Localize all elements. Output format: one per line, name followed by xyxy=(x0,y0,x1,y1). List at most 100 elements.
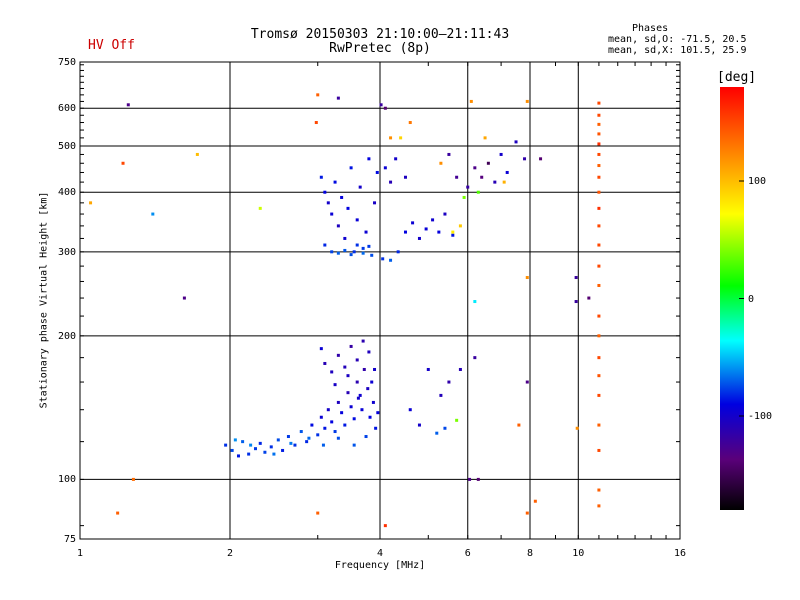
data-point xyxy=(241,440,245,444)
x-tick-label: 4 xyxy=(376,548,384,559)
data-point xyxy=(368,415,372,419)
data-point xyxy=(597,448,601,452)
data-point xyxy=(435,431,439,435)
data-point xyxy=(286,435,290,439)
data-point xyxy=(370,253,374,257)
data-point xyxy=(310,423,314,427)
data-point xyxy=(126,103,130,107)
data-point xyxy=(597,206,601,210)
data-point xyxy=(403,230,407,234)
data-point xyxy=(597,314,601,318)
data-point xyxy=(480,175,484,179)
data-point xyxy=(299,430,303,434)
data-point xyxy=(381,257,385,261)
data-point xyxy=(263,450,267,454)
data-point xyxy=(349,405,353,409)
data-point xyxy=(323,243,327,247)
data-point xyxy=(597,423,601,427)
data-point xyxy=(493,180,497,184)
data-point xyxy=(597,504,601,508)
data-point xyxy=(330,370,334,374)
data-point xyxy=(424,227,428,231)
data-point xyxy=(597,113,601,117)
data-point xyxy=(587,296,591,300)
data-point xyxy=(258,206,262,210)
x-tick-label: 2 xyxy=(226,548,234,559)
data-point xyxy=(195,152,199,156)
data-point xyxy=(383,524,387,528)
data-point xyxy=(355,380,359,384)
y-tick-label: 100 xyxy=(57,474,76,486)
data-point xyxy=(233,438,237,442)
data-point xyxy=(525,380,529,384)
data-point xyxy=(373,367,377,371)
data-point xyxy=(333,430,337,434)
data-point xyxy=(340,411,344,415)
data-point xyxy=(473,356,477,360)
data-point xyxy=(121,161,125,165)
data-point xyxy=(473,300,477,304)
data-point xyxy=(316,511,320,515)
data-point xyxy=(230,448,234,452)
data-point xyxy=(326,201,330,205)
x-tick-label: 16 xyxy=(673,548,687,559)
data-point xyxy=(469,99,473,103)
data-point xyxy=(597,374,601,378)
colorbar-unit-label: [deg] xyxy=(717,70,757,85)
data-point xyxy=(574,276,578,280)
colorbar-tick-label: 100 xyxy=(748,176,767,187)
data-point xyxy=(131,477,135,481)
data-point xyxy=(355,243,359,247)
data-point xyxy=(502,180,506,184)
x-tick-label: 6 xyxy=(464,548,471,559)
data-point xyxy=(330,212,334,216)
data-point xyxy=(525,99,529,103)
data-point xyxy=(272,452,276,456)
data-point xyxy=(525,511,529,515)
data-point xyxy=(486,161,490,165)
y-tick-label: 600 xyxy=(57,103,76,115)
phases-x-mode: mean, sd,X: 101.5, 25.9 xyxy=(608,45,747,56)
y-tick-label: 500 xyxy=(57,140,76,152)
data-point xyxy=(375,170,379,174)
data-point xyxy=(597,243,601,247)
data-point xyxy=(367,244,371,248)
data-point xyxy=(483,136,487,140)
data-point xyxy=(336,251,340,255)
data-point xyxy=(394,157,398,161)
data-point xyxy=(389,180,393,184)
data-point xyxy=(411,221,415,225)
data-point xyxy=(358,185,362,189)
data-point xyxy=(417,236,421,240)
data-point xyxy=(321,443,325,447)
data-point xyxy=(362,367,366,371)
data-point xyxy=(330,250,334,254)
data-point xyxy=(326,408,330,412)
data-point xyxy=(336,224,340,228)
data-point xyxy=(276,438,280,442)
phases-o-mode: mean, sd,O: -71.5, 20.5 xyxy=(608,34,747,45)
data-point xyxy=(367,350,371,354)
x-tick-label: 8 xyxy=(526,548,534,559)
data-point xyxy=(316,433,320,437)
data-point xyxy=(597,164,601,168)
data-point xyxy=(437,230,441,234)
data-point xyxy=(373,201,377,205)
colorbar-tick-label: -100 xyxy=(748,411,773,422)
data-point xyxy=(249,443,253,447)
data-point xyxy=(349,344,353,348)
data-point xyxy=(451,230,455,234)
data-point xyxy=(343,365,347,369)
phases-title: Phases xyxy=(632,23,669,34)
data-point xyxy=(258,441,262,445)
data-point xyxy=(305,440,309,444)
data-point xyxy=(597,122,601,126)
data-point xyxy=(343,236,347,240)
data-point xyxy=(383,106,387,110)
data-point xyxy=(356,396,360,400)
data-point xyxy=(403,175,407,179)
data-point xyxy=(289,441,293,445)
y-tick-label: 200 xyxy=(57,330,76,342)
data-point xyxy=(269,445,273,449)
data-point xyxy=(253,447,257,451)
